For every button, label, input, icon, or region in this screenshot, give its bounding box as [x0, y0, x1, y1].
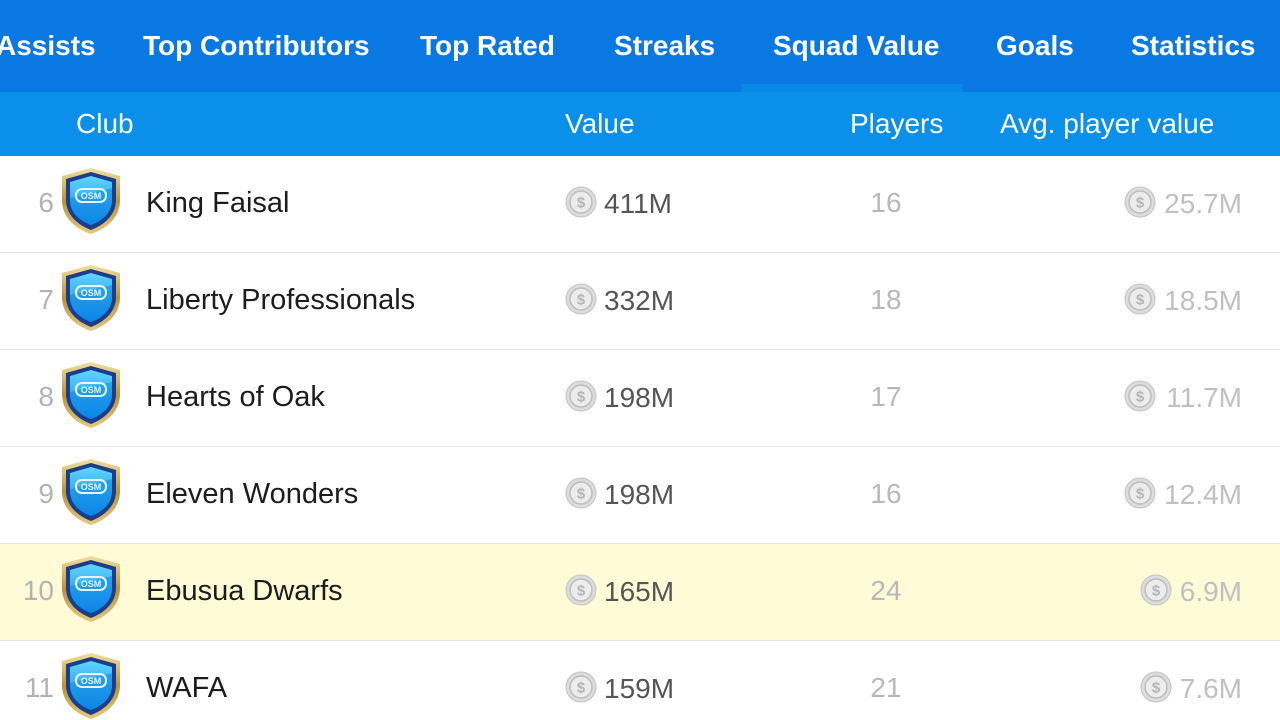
coin-icon	[565, 380, 597, 412]
tab-squad-value[interactable]: Squad Value	[773, 30, 940, 61]
tab-statistics[interactable]: Statistics	[1131, 30, 1256, 61]
tab-bar: Assists Top Contributors Top Rated Strea…	[0, 0, 1280, 92]
player-count: 16	[870, 478, 902, 509]
rank: 6	[38, 187, 54, 218]
squad-value: 198M	[604, 382, 675, 413]
coin-icon	[1140, 671, 1172, 703]
player-count: 17	[870, 381, 902, 412]
squad-value: 332M	[604, 285, 675, 316]
coin-icon	[565, 186, 597, 218]
player-count: 24	[870, 575, 902, 606]
squad-value: 198M	[604, 479, 675, 510]
table-row[interactable]: 8 Hearts of Oak 198M 17 11.7M	[0, 350, 1280, 447]
rank: 9	[38, 478, 54, 509]
coin-icon	[565, 283, 597, 315]
club-name: Eleven Wonders	[146, 478, 359, 510]
avg-player-value: 6.9M	[1179, 576, 1242, 607]
player-count: 16	[870, 187, 902, 218]
table-row-own-club[interactable]: 10 Ebusua Dwarfs 165M 24 6.9M	[0, 544, 1280, 641]
column-avg-player-value[interactable]: Avg. player value	[1000, 108, 1215, 139]
rank: 11	[24, 672, 54, 703]
coin-icon	[1124, 283, 1156, 315]
coin-icon	[1124, 380, 1156, 412]
club-crest-icon	[56, 360, 126, 430]
squad-value: 159M	[604, 673, 675, 704]
table-row[interactable]: 11 WAFA 159M 21 7.6M	[0, 641, 1280, 720]
coin-icon	[565, 477, 597, 509]
rank: 7	[38, 284, 54, 315]
rank: 10	[22, 575, 54, 606]
tab-assists[interactable]: Assists	[0, 30, 96, 61]
club-crest-icon	[56, 263, 126, 333]
coin-icon	[1124, 477, 1156, 509]
table-row[interactable]: 7 Liberty Professionals 332M 18 18.5M	[0, 253, 1280, 350]
leaderboard-list: 6 King Faisal 411M 16 25.7M 7 Liberty Pr…	[0, 156, 1280, 720]
coin-icon	[1140, 574, 1172, 606]
table-row[interactable]: 9 Eleven Wonders 198M 16 12.4M	[0, 447, 1280, 544]
avg-player-value: 11.7M	[1166, 382, 1242, 413]
column-players[interactable]: Players	[850, 108, 944, 139]
avg-player-value: 18.5M	[1164, 285, 1242, 316]
coin-icon	[565, 574, 597, 606]
club-crest-icon	[56, 554, 126, 624]
column-header: Club Value Players Avg. player value	[0, 92, 1280, 156]
table-row[interactable]: 6 King Faisal 411M 16 25.7M	[0, 156, 1280, 253]
squad-value: 411M	[604, 188, 672, 219]
tab-streaks[interactable]: Streaks	[614, 30, 716, 61]
coin-icon	[565, 671, 597, 703]
avg-player-value: 12.4M	[1164, 479, 1242, 510]
coin-icon	[1124, 186, 1156, 218]
column-club[interactable]: Club	[76, 108, 134, 139]
club-crest-icon	[56, 651, 126, 720]
tab-top-rated[interactable]: Top Rated	[420, 30, 555, 61]
club-name: Liberty Professionals	[146, 284, 416, 316]
club-crest-icon	[56, 166, 126, 236]
rank: 8	[38, 381, 54, 412]
club-name: Ebusua Dwarfs	[146, 575, 343, 607]
tab-goals[interactable]: Goals	[996, 30, 1074, 61]
avg-player-value: 25.7M	[1164, 188, 1242, 219]
player-count: 21	[870, 672, 902, 703]
active-tab-indicator	[741, 84, 963, 92]
avg-player-value: 7.6M	[1179, 673, 1242, 704]
club-name: Hearts of Oak	[146, 381, 325, 413]
column-value[interactable]: Value	[565, 108, 635, 139]
player-count: 18	[870, 284, 902, 315]
club-name: King Faisal	[146, 187, 290, 219]
tab-top-contributors[interactable]: Top Contributors	[143, 30, 370, 61]
club-crest-icon	[56, 457, 126, 527]
club-name: WAFA	[146, 672, 228, 704]
squad-value: 165M	[604, 576, 675, 607]
